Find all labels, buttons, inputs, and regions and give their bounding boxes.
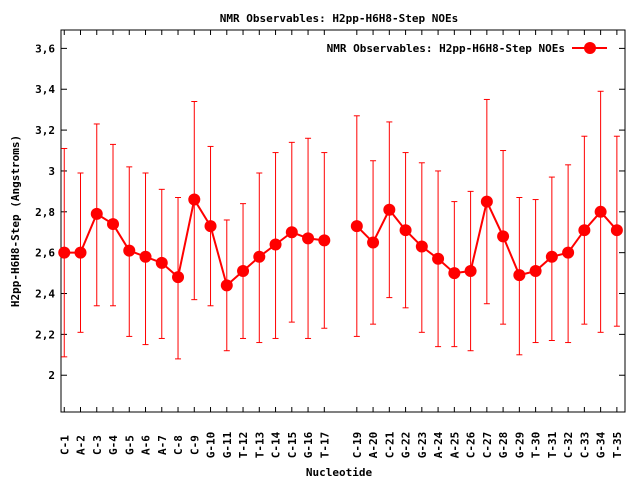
- data-point: [220, 279, 233, 292]
- x-tick-label: T-30: [530, 432, 543, 459]
- data-point: [188, 193, 201, 206]
- x-tick-label: A-6: [140, 435, 153, 455]
- data-point: [139, 250, 152, 263]
- data-point: [399, 224, 412, 237]
- data-point: [204, 220, 217, 233]
- data-point: [285, 226, 298, 239]
- data-point: [74, 246, 87, 259]
- x-tick-label: C-21: [383, 431, 396, 458]
- data-point: [545, 250, 558, 263]
- x-tick-label: A-24: [432, 431, 445, 458]
- x-tick-label: G-10: [205, 432, 218, 459]
- data-point: [58, 246, 71, 259]
- y-tick-label: 3,6: [35, 42, 55, 55]
- data-point: [448, 267, 461, 280]
- x-tick-label: A-2: [75, 435, 88, 455]
- data-point: [253, 250, 266, 263]
- data-point: [90, 207, 103, 220]
- x-tick-label: C-9: [188, 435, 201, 455]
- y-axis-label: H2pp-H6H8-Step (Angstroms): [9, 135, 22, 307]
- x-tick-label: C-8: [172, 435, 185, 455]
- data-point: [107, 218, 120, 231]
- x-tick-label: G-22: [400, 432, 413, 459]
- x-tick-label: G-5: [123, 435, 136, 455]
- x-tick-label: G-16: [302, 431, 315, 458]
- x-tick-label: C-19: [351, 432, 364, 459]
- x-tick-label: T-17: [318, 432, 331, 459]
- y-tick-label: 2: [48, 369, 55, 382]
- x-tick-label: T-35: [611, 432, 624, 459]
- y-tick-label: 2,8: [35, 206, 55, 219]
- chart-title: NMR Observables: H2pp-H6H8-Step NOEs: [220, 12, 458, 25]
- data-point: [562, 246, 575, 259]
- data-point: [497, 230, 510, 243]
- x-tick-label: C-3: [91, 435, 104, 455]
- x-tick-label: A-7: [156, 435, 169, 455]
- data-point: [480, 195, 493, 208]
- data-point: [594, 205, 607, 218]
- data-point: [610, 224, 623, 237]
- x-tick-label: T-31: [546, 431, 559, 458]
- data-point: [464, 265, 477, 278]
- x-tick-label: C-1: [58, 435, 71, 455]
- y-tick-label: 2,4: [35, 288, 55, 301]
- y-tick-label: 2,6: [35, 247, 55, 260]
- data-point: [350, 220, 363, 233]
- legend-label: NMR Observables: H2pp-H6H8-Step NOEs: [327, 42, 565, 55]
- x-tick-label: T-13: [253, 432, 266, 459]
- y-tick-label: 3,4: [35, 83, 55, 96]
- data-point: [172, 271, 185, 284]
- x-tick-label: C-32: [562, 432, 575, 459]
- y-tick-label: 3: [48, 165, 55, 178]
- x-tick-label: G-23: [416, 432, 429, 459]
- data-point: [302, 232, 315, 245]
- x-tick-label: A-20: [367, 432, 380, 459]
- data-point: [237, 265, 250, 278]
- data-point: [318, 234, 331, 247]
- x-axis-label: Nucleotide: [306, 466, 373, 479]
- x-tick-label: G-29: [513, 432, 526, 459]
- data-point: [383, 203, 396, 216]
- data-point: [432, 252, 445, 265]
- x-tick-label: G-11: [221, 431, 234, 458]
- x-tick-label: C-14: [270, 431, 283, 458]
- x-tick-label: G-28: [497, 432, 510, 459]
- x-tick-label: G-34: [595, 431, 608, 458]
- data-point: [367, 236, 380, 249]
- x-tick-label: T-12: [237, 432, 250, 459]
- x-tick-label: A-25: [448, 432, 461, 459]
- legend-marker-sample: [584, 42, 596, 54]
- plot-frame: [60, 29, 626, 413]
- data-point: [155, 256, 168, 269]
- y-tick-label: 2,2: [35, 328, 55, 341]
- y-tick-label: 3,2: [35, 124, 55, 137]
- x-tick-label: C-26: [465, 431, 478, 458]
- data-point: [578, 224, 591, 237]
- data-point: [513, 269, 526, 282]
- x-tick-label: C-33: [578, 432, 591, 459]
- data-point: [529, 265, 542, 278]
- legend: NMR Observables: H2pp-H6H8-Step NOEs: [327, 42, 607, 55]
- data-point: [269, 238, 282, 251]
- x-tick-label: G-4: [107, 435, 120, 455]
- x-tick-label: C-27: [481, 432, 494, 459]
- data-point: [123, 244, 136, 257]
- x-tick-label: C-15: [286, 432, 299, 459]
- data-point: [415, 240, 428, 253]
